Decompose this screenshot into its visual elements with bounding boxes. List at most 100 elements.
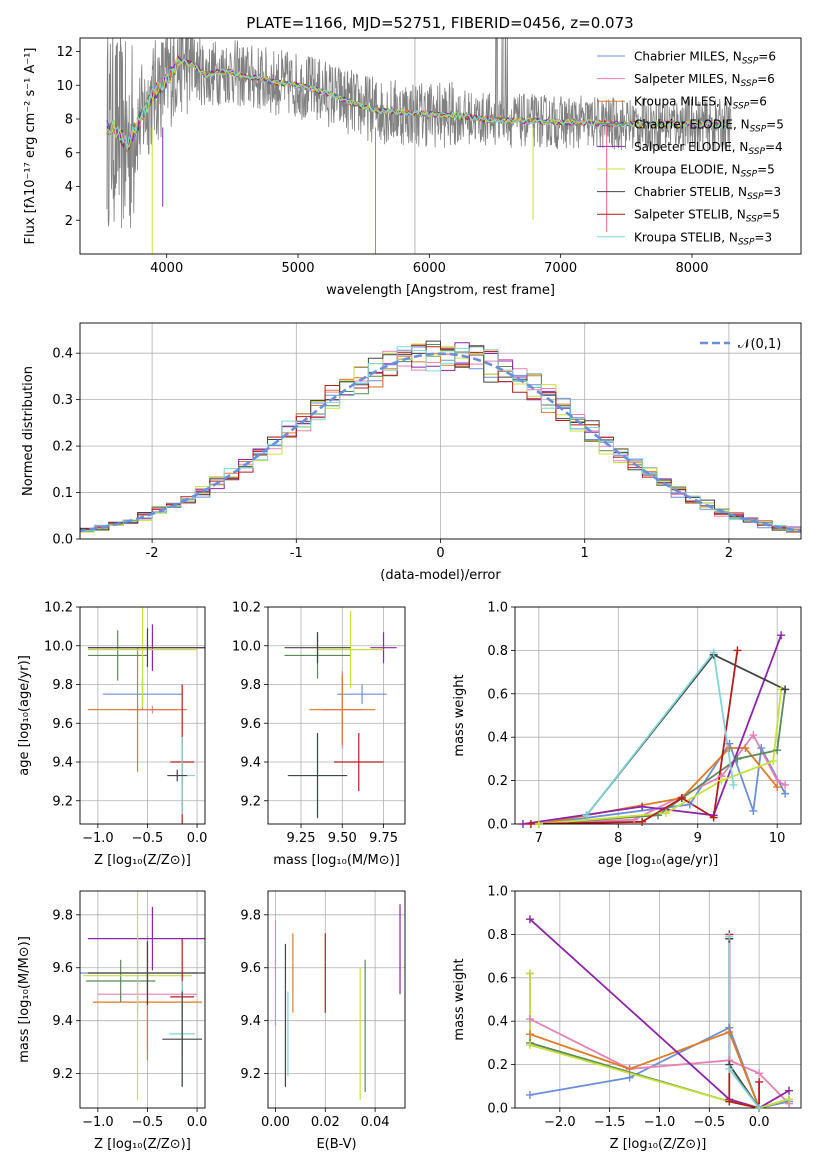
weight-marker: [717, 776, 726, 785]
legend-entry: Kroupa ELODIE, NSSP=5: [634, 163, 775, 180]
y-tick-label: 12: [56, 45, 73, 60]
x-tick-label: -1: [290, 546, 303, 561]
legend-eq: =5: [762, 208, 780, 222]
legend-eq: =3: [754, 230, 772, 244]
legend-sub: SSP: [748, 147, 765, 157]
y-tick-label: 10.2: [44, 601, 73, 616]
legend-eq: =4: [765, 140, 783, 154]
legend-entry: Chabrier STELIB, NSSP=3: [634, 185, 781, 202]
model-line: [106, 57, 731, 150]
x-axis-label: E(B-V): [316, 1137, 356, 1152]
x-tick-label: 4000: [150, 261, 183, 276]
x-tick-label: 7000: [544, 261, 577, 276]
x-tick-label: 0.02: [311, 1115, 340, 1130]
x-tick-label: −0.5: [132, 831, 164, 846]
y-axis-label: mass weight: [452, 958, 467, 1040]
legend-entry: Kroupa STELIB, NSSP=3: [634, 230, 772, 247]
x-tick-label: −1.0: [82, 831, 114, 846]
weight-marker: [709, 813, 718, 822]
y-tick-label: 0.4: [52, 347, 73, 362]
y-tick-label: 0.8: [487, 928, 508, 943]
panel-age-vs-Z: −1.0 −0.5 0.0 9.2 9.4 9.6 9.8 10.0 10.2 Z [log₁₀(…: [17, 601, 208, 869]
weight-marker: [677, 793, 686, 802]
legend-label: Salpeter ELODIE, N: [634, 140, 748, 154]
y-tick-label: 0.0: [487, 818, 508, 833]
weight-marker: [785, 1095, 794, 1104]
y-tick-label: 0.0: [487, 1102, 508, 1117]
x-axis-label: wavelength [Angstrom, rest frame]: [326, 283, 555, 298]
weight-marker: [525, 969, 534, 978]
y-tick-label: 9.4: [240, 756, 261, 771]
y-tick-label: 6: [65, 146, 73, 161]
y-tick-label: 9.2: [52, 794, 73, 809]
panel-residuals: -2 -1 0 1 2 0.0 0.1 0.2 0.3 0.4 (data-model)/error…: [21, 322, 802, 583]
weight-marker: [518, 820, 527, 828]
x-tick-label: 10: [769, 831, 786, 846]
y-tick-label: 0.1: [52, 486, 73, 501]
y-tick-label: 9.8: [52, 908, 73, 923]
legend-label: Salpeter STELIB, N: [634, 208, 746, 222]
plot-area: [106, 38, 732, 254]
x-tick-label: −1.0: [644, 1115, 676, 1130]
axes-frame: [514, 890, 802, 1109]
x-tick-label: 0.04: [361, 1115, 390, 1130]
weight-marker: [654, 811, 662, 820]
legend-eq: =6: [749, 95, 767, 109]
y-tick-label: 1.0: [487, 601, 508, 616]
weight-marker: [685, 800, 694, 809]
weight-marker: [526, 820, 535, 828]
y-tick-label: 0.8: [487, 644, 508, 659]
y-axis-label: Normed distribution: [21, 366, 36, 496]
y-tick-label: 0.2: [52, 440, 73, 455]
legend-entry: Salpeter ELODIE, NSSP=4: [634, 140, 783, 157]
x-tick-label: 9: [694, 831, 702, 846]
weight-marker: [725, 1097, 734, 1106]
legend-label: Kroupa MILES, N: [634, 95, 733, 109]
axes-frame: [79, 890, 206, 1109]
x-tick-label: −2.0: [544, 1115, 576, 1130]
y-tick-label: 10: [56, 79, 73, 94]
weight-marker: [755, 1104, 764, 1112]
weight-marker: [729, 780, 738, 789]
weight-marker: [769, 757, 778, 766]
weight-marker: [755, 1077, 764, 1086]
plot-area: [80, 891, 205, 1108]
weight-line: [728, 936, 760, 1108]
legend-label: Kroupa ELODIE, N: [634, 163, 741, 177]
weight-marker: [733, 754, 742, 763]
y-tick-label: 9.4: [240, 1014, 261, 1029]
x-tick-label: 1: [581, 546, 589, 561]
weight-marker: [661, 809, 670, 818]
y-axis-label: Flux [fλ10⁻¹⁷ erg cm⁻² s⁻¹ A⁻¹]: [23, 48, 38, 245]
y-tick-label: 10.0: [44, 639, 73, 654]
x-tick-label: −1.5: [594, 1115, 626, 1130]
x-tick-label: 5000: [281, 261, 314, 276]
legend-sub: SSP: [750, 124, 767, 134]
panel-massweight-vs-Z: −2.0 −1.5 −1.0 −0.5 0.0 0.0 0.2 0.4 0.6 0.8 1.0 Z […: [452, 885, 802, 1152]
panel-spectrum: 4000 5000 6000 7000 8000 2 4 6 8 10 12 wavelength […: [23, 37, 802, 298]
x-tick-label: 0.0: [749, 1115, 770, 1130]
legend-eq: =6: [757, 72, 775, 86]
legend-entry: Salpeter STELIB, NSSP=5: [634, 208, 780, 225]
y-tick-label: 9.4: [52, 756, 73, 771]
x-tick-label: -2: [146, 546, 159, 561]
x-axis-label: age [log₁₀(age/yr)]: [598, 853, 719, 868]
y-tick-label: 9.6: [52, 961, 73, 976]
weight-marker: [733, 646, 742, 655]
y-tick-label: 0.6: [487, 971, 508, 986]
y-tick-label: 9.6: [240, 717, 261, 732]
weight-marker: [582, 811, 591, 820]
weight-marker: [625, 1073, 634, 1082]
weight-marker: [525, 1015, 534, 1024]
legend-sub: SSP: [746, 215, 763, 225]
x-tick-label: 8000: [675, 261, 708, 276]
weight-line: [585, 650, 735, 816]
axes-frame: [79, 606, 206, 825]
x-tick-label: 0.0: [187, 831, 208, 846]
y-tick-label: 10.0: [232, 639, 261, 654]
weight-marker: [741, 744, 750, 753]
y-tick-label: 0.2: [487, 774, 508, 789]
x-axis-label: Z [log₁₀(Z/Z⊙)]: [94, 1137, 191, 1152]
weight-marker: [785, 1086, 794, 1095]
